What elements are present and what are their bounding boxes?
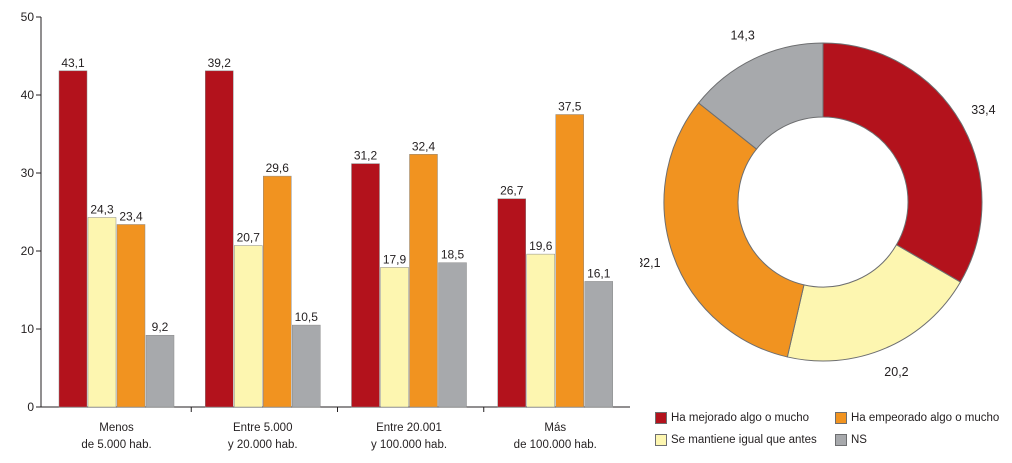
donut-slice-label: 14,3 [730, 28, 754, 42]
bar [87, 217, 117, 408]
donut-slice [663, 102, 805, 358]
bar [292, 324, 321, 408]
bar-value-label: 18,5 [441, 248, 465, 262]
legend-label: Se mantiene igual que antes [671, 434, 817, 446]
bar-value-label: 16,1 [587, 266, 611, 280]
legend-row: Ha mejorado algo o mucho Ha empeorado alg… [655, 412, 1012, 434]
bar-value-label: 32,4 [412, 139, 436, 153]
x-category-label: de 5.000 hab. [81, 439, 151, 451]
legend-swatch [835, 412, 847, 424]
bar [263, 175, 292, 408]
legend-item: Se mantiene igual que antes [655, 434, 817, 446]
bar-value-label: 29,6 [266, 161, 290, 175]
x-category-label: Entre 20.001 [376, 422, 442, 434]
bar [116, 224, 146, 408]
bar-value-label: 24,3 [90, 202, 114, 216]
bar-value-label: 43,1 [61, 56, 85, 70]
bar [555, 114, 584, 408]
x-category-label: Entre 5.000 [233, 422, 292, 434]
x-category-label: Más [544, 422, 566, 434]
legend-item: Ha empeorado algo o mucho [835, 412, 999, 424]
bar-value-label: 10,5 [295, 310, 319, 324]
bar [351, 163, 380, 408]
donut-slice [822, 42, 983, 283]
x-category-label: y 100.000 hab. [371, 439, 447, 451]
legend-swatch [835, 434, 847, 446]
x-category-label: de 100.000 hab. [514, 439, 597, 451]
y-tick-label: 0 [27, 400, 34, 414]
bar [497, 198, 526, 408]
y-tick-label: 30 [21, 166, 35, 180]
y-tick-label: 10 [21, 322, 35, 336]
legend: Ha mejorado algo o mucho Ha empeorado alg… [655, 412, 1012, 456]
legend-swatch [655, 412, 667, 424]
bar-chart: 0 10 20 30 40 50 43,1 24,3 23,4 9,2 Menos de 5.000 … [21, 10, 630, 451]
donut-chart: 33,4 20,2 32,1 14,3 [640, 28, 996, 379]
legend-row: Se mantiene igual que antes NS [655, 434, 1012, 456]
bar-value-label: 9,2 [152, 320, 169, 334]
bar-value-label: 31,2 [354, 149, 378, 163]
donut-slice [786, 244, 962, 362]
bar [584, 281, 613, 408]
y-tick-label: 40 [21, 88, 35, 102]
legend-item: NS [835, 434, 867, 446]
bar-value-label: 23,4 [119, 209, 143, 223]
legend-label: Ha mejorado algo o mucho [671, 412, 810, 424]
donut-slice-label: 33,4 [971, 103, 995, 117]
y-tick-label: 50 [21, 10, 35, 24]
bar-value-label: 39,2 [208, 56, 232, 70]
bar [438, 262, 467, 408]
legend-item: Ha mejorado algo o mucho [655, 412, 809, 424]
donut-slice-label: 32,1 [640, 256, 661, 270]
bar [145, 334, 175, 408]
bar [58, 70, 88, 408]
bar [205, 70, 234, 408]
y-tick-label: 20 [21, 244, 35, 258]
donut-slice [697, 42, 824, 150]
bar-value-label: 37,5 [558, 100, 582, 114]
legend-label: NS [851, 434, 867, 446]
x-category-label: y 20.000 hab. [228, 439, 298, 451]
bar-value-label: 19,6 [529, 239, 553, 253]
bar [234, 245, 263, 408]
donut-slice-label: 20,2 [884, 365, 908, 379]
bar-value-label: 20,7 [237, 231, 261, 245]
bar [380, 267, 409, 408]
bar [409, 154, 438, 408]
bar [526, 253, 555, 408]
bar-value-label: 17,9 [383, 252, 407, 266]
legend-swatch [655, 434, 667, 446]
legend-label: Ha empeorado algo o mucho [851, 412, 1000, 424]
x-category-label: Menos [99, 422, 134, 434]
bar-value-label: 26,7 [500, 184, 524, 198]
